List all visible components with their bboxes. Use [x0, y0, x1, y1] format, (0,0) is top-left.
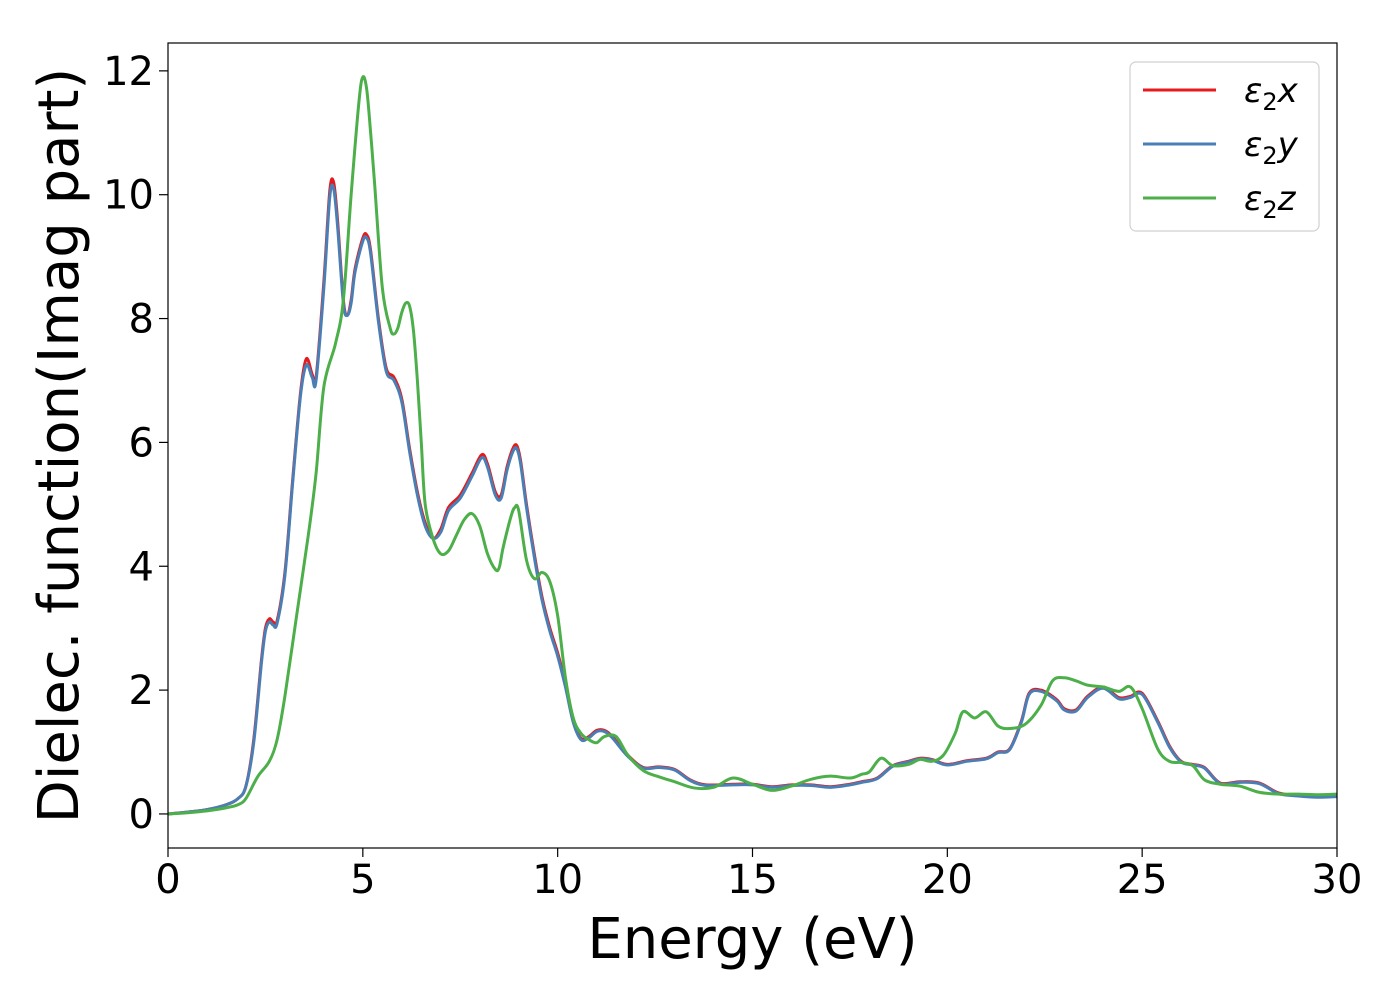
y-tick-label: 8 [129, 297, 154, 343]
y-tick-label: 12 [103, 49, 154, 95]
x-tick-label: 15 [727, 857, 778, 903]
series-line-y [168, 183, 1337, 816]
x-axis-label: Energy (eV) [587, 907, 917, 972]
x-tick-label: 30 [1312, 857, 1363, 903]
series-line-z [168, 75, 1337, 816]
x-tick-label: 10 [532, 857, 583, 903]
x-tick-label: 0 [155, 857, 180, 903]
legend: ε2x ε2y ε2z [1129, 61, 1320, 232]
x-tick-label: 25 [1117, 857, 1168, 903]
legend-entry: ε2x [1244, 71, 1299, 116]
y-axis-label: Dielec. function(Imag part) [27, 68, 92, 824]
x-tick-label: 5 [350, 857, 375, 903]
y-tick-label: 6 [129, 420, 154, 466]
x-tick-label: 20 [922, 857, 973, 903]
series-layer [168, 75, 1337, 816]
y-tick-label: 2 [129, 668, 154, 714]
legend-entry: ε2y [1244, 125, 1299, 170]
legend-box [1129, 61, 1320, 232]
legend-entry: ε2z [1244, 179, 1297, 224]
x-axis: 0 5 10 15 20 25 30 [155, 848, 1362, 903]
y-tick-label: 4 [129, 544, 154, 590]
series-line-x [168, 177, 1337, 816]
y-tick-label: 0 [129, 792, 154, 838]
y-axis: 0 2 4 6 8 10 12 [103, 49, 168, 838]
y-tick-label: 10 [103, 173, 154, 219]
